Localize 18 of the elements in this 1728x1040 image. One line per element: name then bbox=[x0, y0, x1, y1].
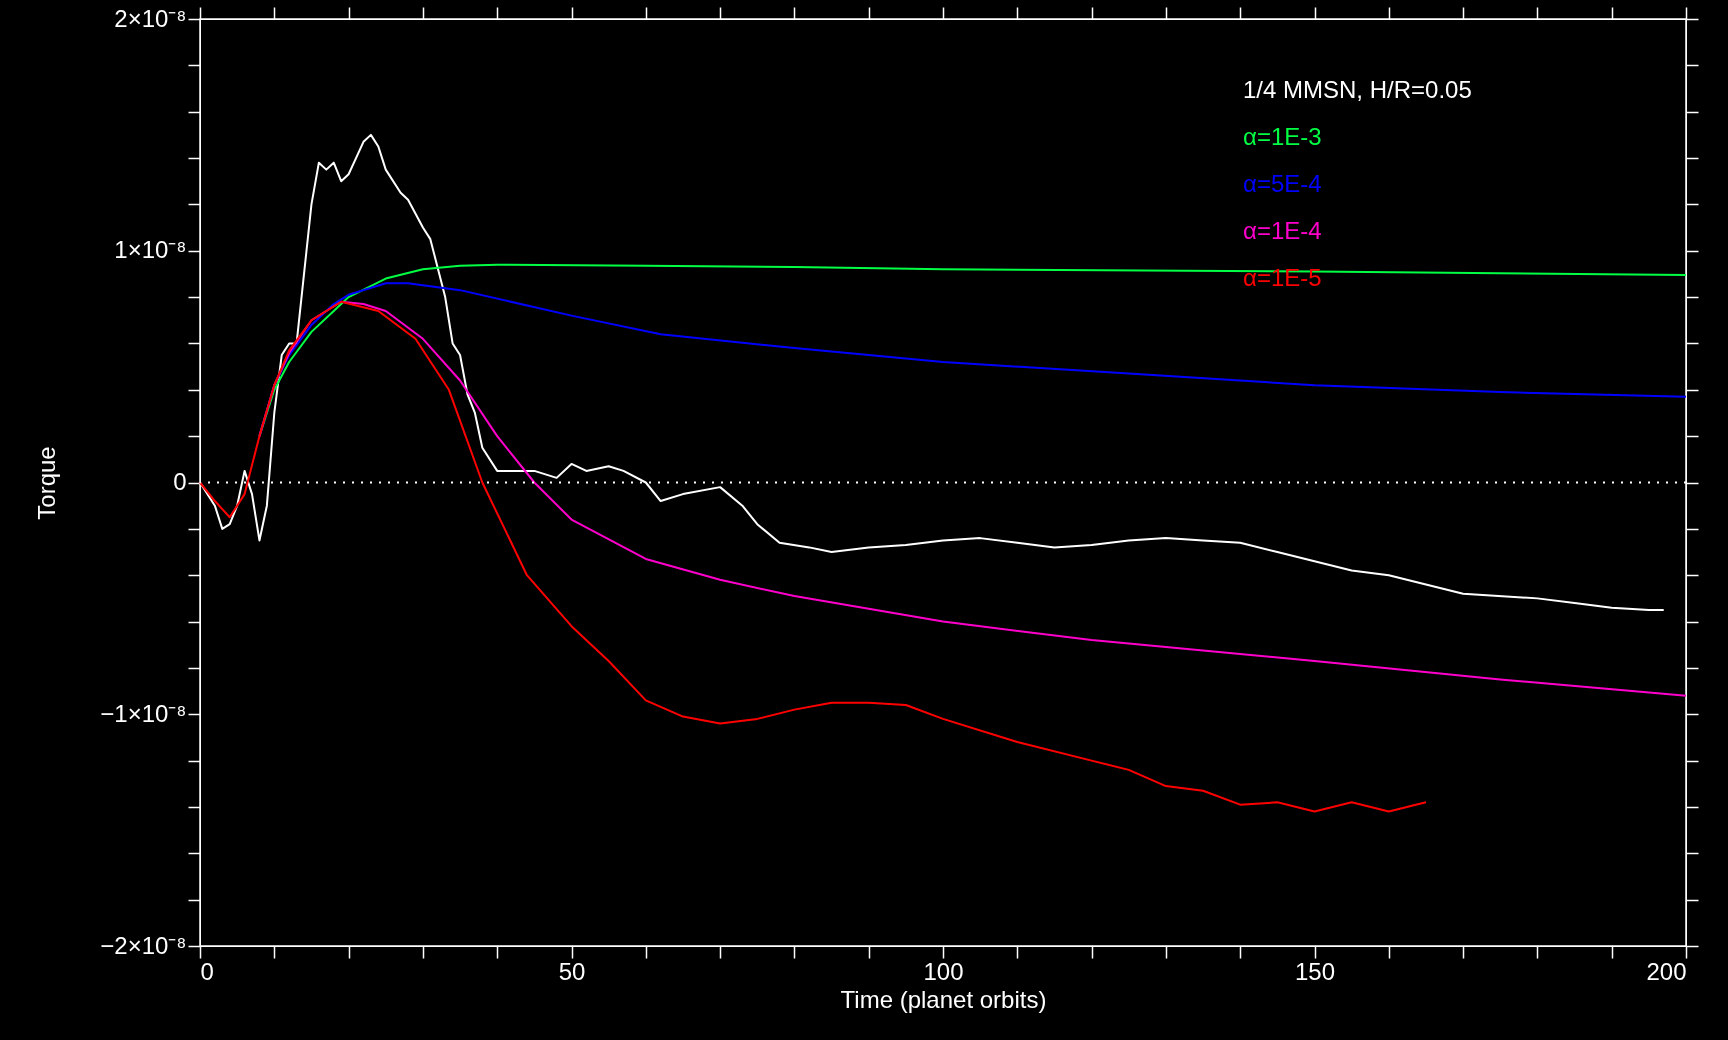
text: α=1E-4 bbox=[1243, 217, 1322, 244]
x-tick-label: 200 bbox=[1646, 957, 1687, 985]
text: α=1E-3 bbox=[1243, 123, 1322, 150]
y-axis-title: Torque bbox=[33, 446, 61, 520]
y-tick-label: 1×10⁻⁸ bbox=[114, 236, 187, 264]
line-series bbox=[199, 300, 1427, 813]
y-tick-label: 2×10⁻⁸ bbox=[114, 4, 187, 32]
text: α=1E-5 bbox=[1243, 264, 1322, 291]
y-tick-label: 0 bbox=[173, 468, 187, 495]
x-tick-label: 100 bbox=[923, 957, 964, 985]
y-tick-label: −1×10⁻⁸ bbox=[100, 699, 187, 727]
x-axis-title: Time (planet orbits) bbox=[840, 985, 1047, 1013]
legend-title: 1/4 MMSN, H/R=0.05 bbox=[1243, 76, 1472, 103]
y-tick-label: −2×10⁻⁸ bbox=[100, 931, 187, 959]
x-tick-label: 50 bbox=[558, 957, 586, 985]
text: α=5E-4 bbox=[1243, 170, 1322, 197]
x-tick-label: 0 bbox=[200, 957, 214, 985]
x-tick-label: 150 bbox=[1294, 957, 1336, 985]
